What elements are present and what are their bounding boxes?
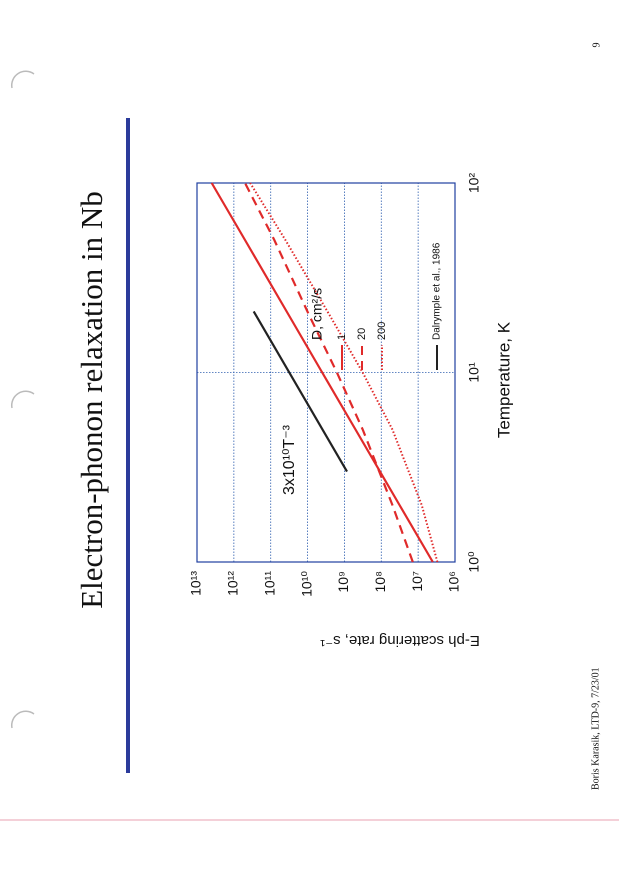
y-tick-label: 10⁶	[446, 571, 462, 592]
legend-title: D, cm²/s	[309, 288, 325, 340]
legend-label: 200	[376, 322, 388, 340]
legend-label: 20	[356, 328, 368, 340]
plot-frame	[196, 182, 456, 563]
x-tick-label: 10¹	[466, 362, 482, 383]
punch-hole	[10, 390, 35, 409]
y-tick-label: 10⁹	[335, 571, 351, 593]
y-tick-label: 10¹²	[225, 571, 241, 596]
series-line	[244, 182, 414, 563]
x-tick-label: 10²	[466, 173, 482, 194]
y-tick-label: 10¹¹	[261, 571, 277, 596]
slide-content: Electron-phonon relaxation in Nb Boris K…	[74, 43, 602, 791]
slide-title: Electron-phonon relaxation in Nb	[74, 191, 109, 609]
y-tick-label: 10¹³	[188, 571, 204, 596]
y-axis-label: E-ph scattering rate, s⁻¹	[320, 632, 480, 649]
punch-hole	[10, 710, 35, 729]
legend-label: 1	[336, 334, 348, 340]
y-tick-label: 10⁸	[372, 571, 388, 593]
x-tick-label: 10⁰	[466, 551, 482, 573]
page-number: 9	[591, 43, 602, 48]
y-tick-label: 10¹⁰	[298, 571, 314, 597]
annotation: 3x10¹⁰T⁻³	[281, 424, 298, 495]
x-axis-label: Temperature, K	[494, 321, 513, 438]
legend-label: Dalrymple et al., 1986	[432, 242, 443, 340]
y-tick-label: 10⁷	[409, 571, 425, 592]
series-line	[252, 310, 348, 473]
series-line	[210, 182, 434, 563]
footer: Boris Karasik, LTD-9, 7/23/01	[590, 667, 601, 790]
punch-hole	[10, 70, 35, 89]
series-line	[249, 182, 439, 563]
